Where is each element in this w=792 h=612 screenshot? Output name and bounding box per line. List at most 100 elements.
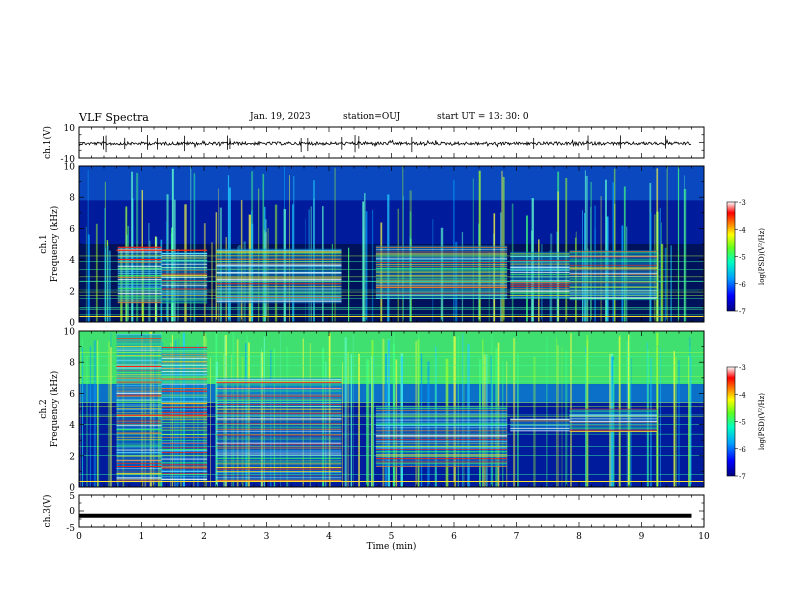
channel-label: ch.1 [39,234,49,253]
freq-tick-label: 2 [69,287,75,297]
sferic-streak [613,168,616,322]
sferic-streak [664,247,667,322]
freq-tick-label: 8 [69,359,75,369]
sferic-streak [673,351,675,487]
channel-label: ch.2 [39,399,49,418]
time-tick-label: 5 [389,532,395,542]
emission-block [569,250,658,301]
emission-block [569,409,658,433]
colorbar-tick-label: -5 [739,254,746,262]
sferic-streak [82,347,84,487]
sferic-streak [689,337,691,487]
sferic-streak [193,173,196,322]
sferic-streak [513,338,516,487]
sferic-streak [402,166,404,322]
sferic-streak [107,341,110,487]
freq-tick-label: 4 [69,421,75,431]
time-axis-label: Time (min) [367,541,417,552]
time-tick-label: 0 [76,532,82,542]
colorbar-tick-label: -6 [739,281,746,289]
date-label: Jan. 19, 2023 [250,112,311,122]
sferic-streak [688,356,690,487]
colorbar-tick-label: -7 [739,308,746,316]
sferic-streak [227,175,230,322]
freq-tick-label: 6 [69,225,75,235]
sferic-streak [80,351,81,487]
colorbar-tick-label: -5 [739,419,746,427]
ch1-ytick-label: 10 [64,124,76,134]
freq-tick-label: 8 [69,194,75,204]
sferic-streak [334,167,336,322]
colorbar-tick-label: -4 [739,226,746,234]
sferic-streak [684,175,685,322]
sferic-streak [371,209,374,322]
sferic-streak [362,201,365,322]
sferic-streak [557,345,559,487]
ch1-waveform-trace [78,138,692,149]
sferic-streak [683,189,687,322]
colorbar-label: log(PSD)(V²/Hz) [758,228,766,285]
sferic-streak [690,356,692,487]
sferic-streak [561,346,563,487]
ch1-ylabel: ch.1(V) [42,126,53,159]
freq-tick-label: 10 [64,328,76,338]
sferic-streak [87,234,90,322]
start-time-label: start UT = 13: 30: 0 [437,112,529,122]
freq-tick-label: 10 [64,163,76,173]
sferic-streak [670,245,672,322]
freq-tick-label: 4 [69,256,75,266]
sferic-streak [97,340,99,487]
ch3-ylabel: ch.3(V) [42,495,53,528]
sferic-streak [95,223,98,322]
sferic-streak [190,166,192,322]
frequency-axis-label: Frequency (kHz) [49,206,60,283]
sferic-streak [211,242,213,322]
sferic-streak [373,356,375,487]
sferic-streak [106,245,109,322]
sferic-streak [660,348,661,487]
colorbar-tick-label: -7 [739,473,746,481]
freq-tick-label: 0 [69,484,75,494]
sferic-streak [659,208,661,322]
station-label: station=OUJ [343,112,401,122]
time-tick-label: 9 [639,532,645,542]
sferic-streak [352,334,354,487]
time-tick-label: 3 [264,532,270,542]
time-tick-label: 2 [201,532,207,542]
colorbar-tick-label: -3 [739,199,746,207]
sferic-streak [86,356,88,487]
sferic-streak [110,347,112,487]
sferic-streak [585,175,588,322]
sferic-streak [666,166,668,322]
sferic-streak [358,353,360,487]
sferic-streak [371,340,374,487]
sferic-streak [210,357,211,487]
sferic-streak [96,351,100,487]
freq-tick-label: 6 [69,390,75,400]
sferic-streak [344,337,347,487]
chart-title: VLF Spectra [79,111,149,124]
colorbar [726,201,736,312]
sferic-streak [660,243,664,322]
sferic-streak [364,193,366,322]
sferic-streak [556,337,558,487]
sferic-streak [347,352,349,487]
frequency-axis-label: Frequency (kHz) [49,371,60,448]
emission-block [216,248,342,304]
sferic-streak [289,175,290,322]
colorbar-tick-label: -3 [739,364,746,372]
time-tick-label: 1 [139,532,145,542]
sferic-streak [171,168,174,322]
ch2-spectrogram-image [79,331,704,487]
sferic-streak [366,359,369,487]
ch1-spectrogram-image [79,166,704,322]
ch3-ytick-label: 0 [69,507,75,517]
sferic-streak [678,360,680,487]
freq-tick-label: 2 [69,452,75,462]
ch1-ytick-label: -10 [61,155,76,165]
colorbar-tick-label: -6 [739,446,746,454]
sferic-streak [365,211,368,322]
sferic-streak [348,247,350,322]
sferic-streak [584,170,586,322]
